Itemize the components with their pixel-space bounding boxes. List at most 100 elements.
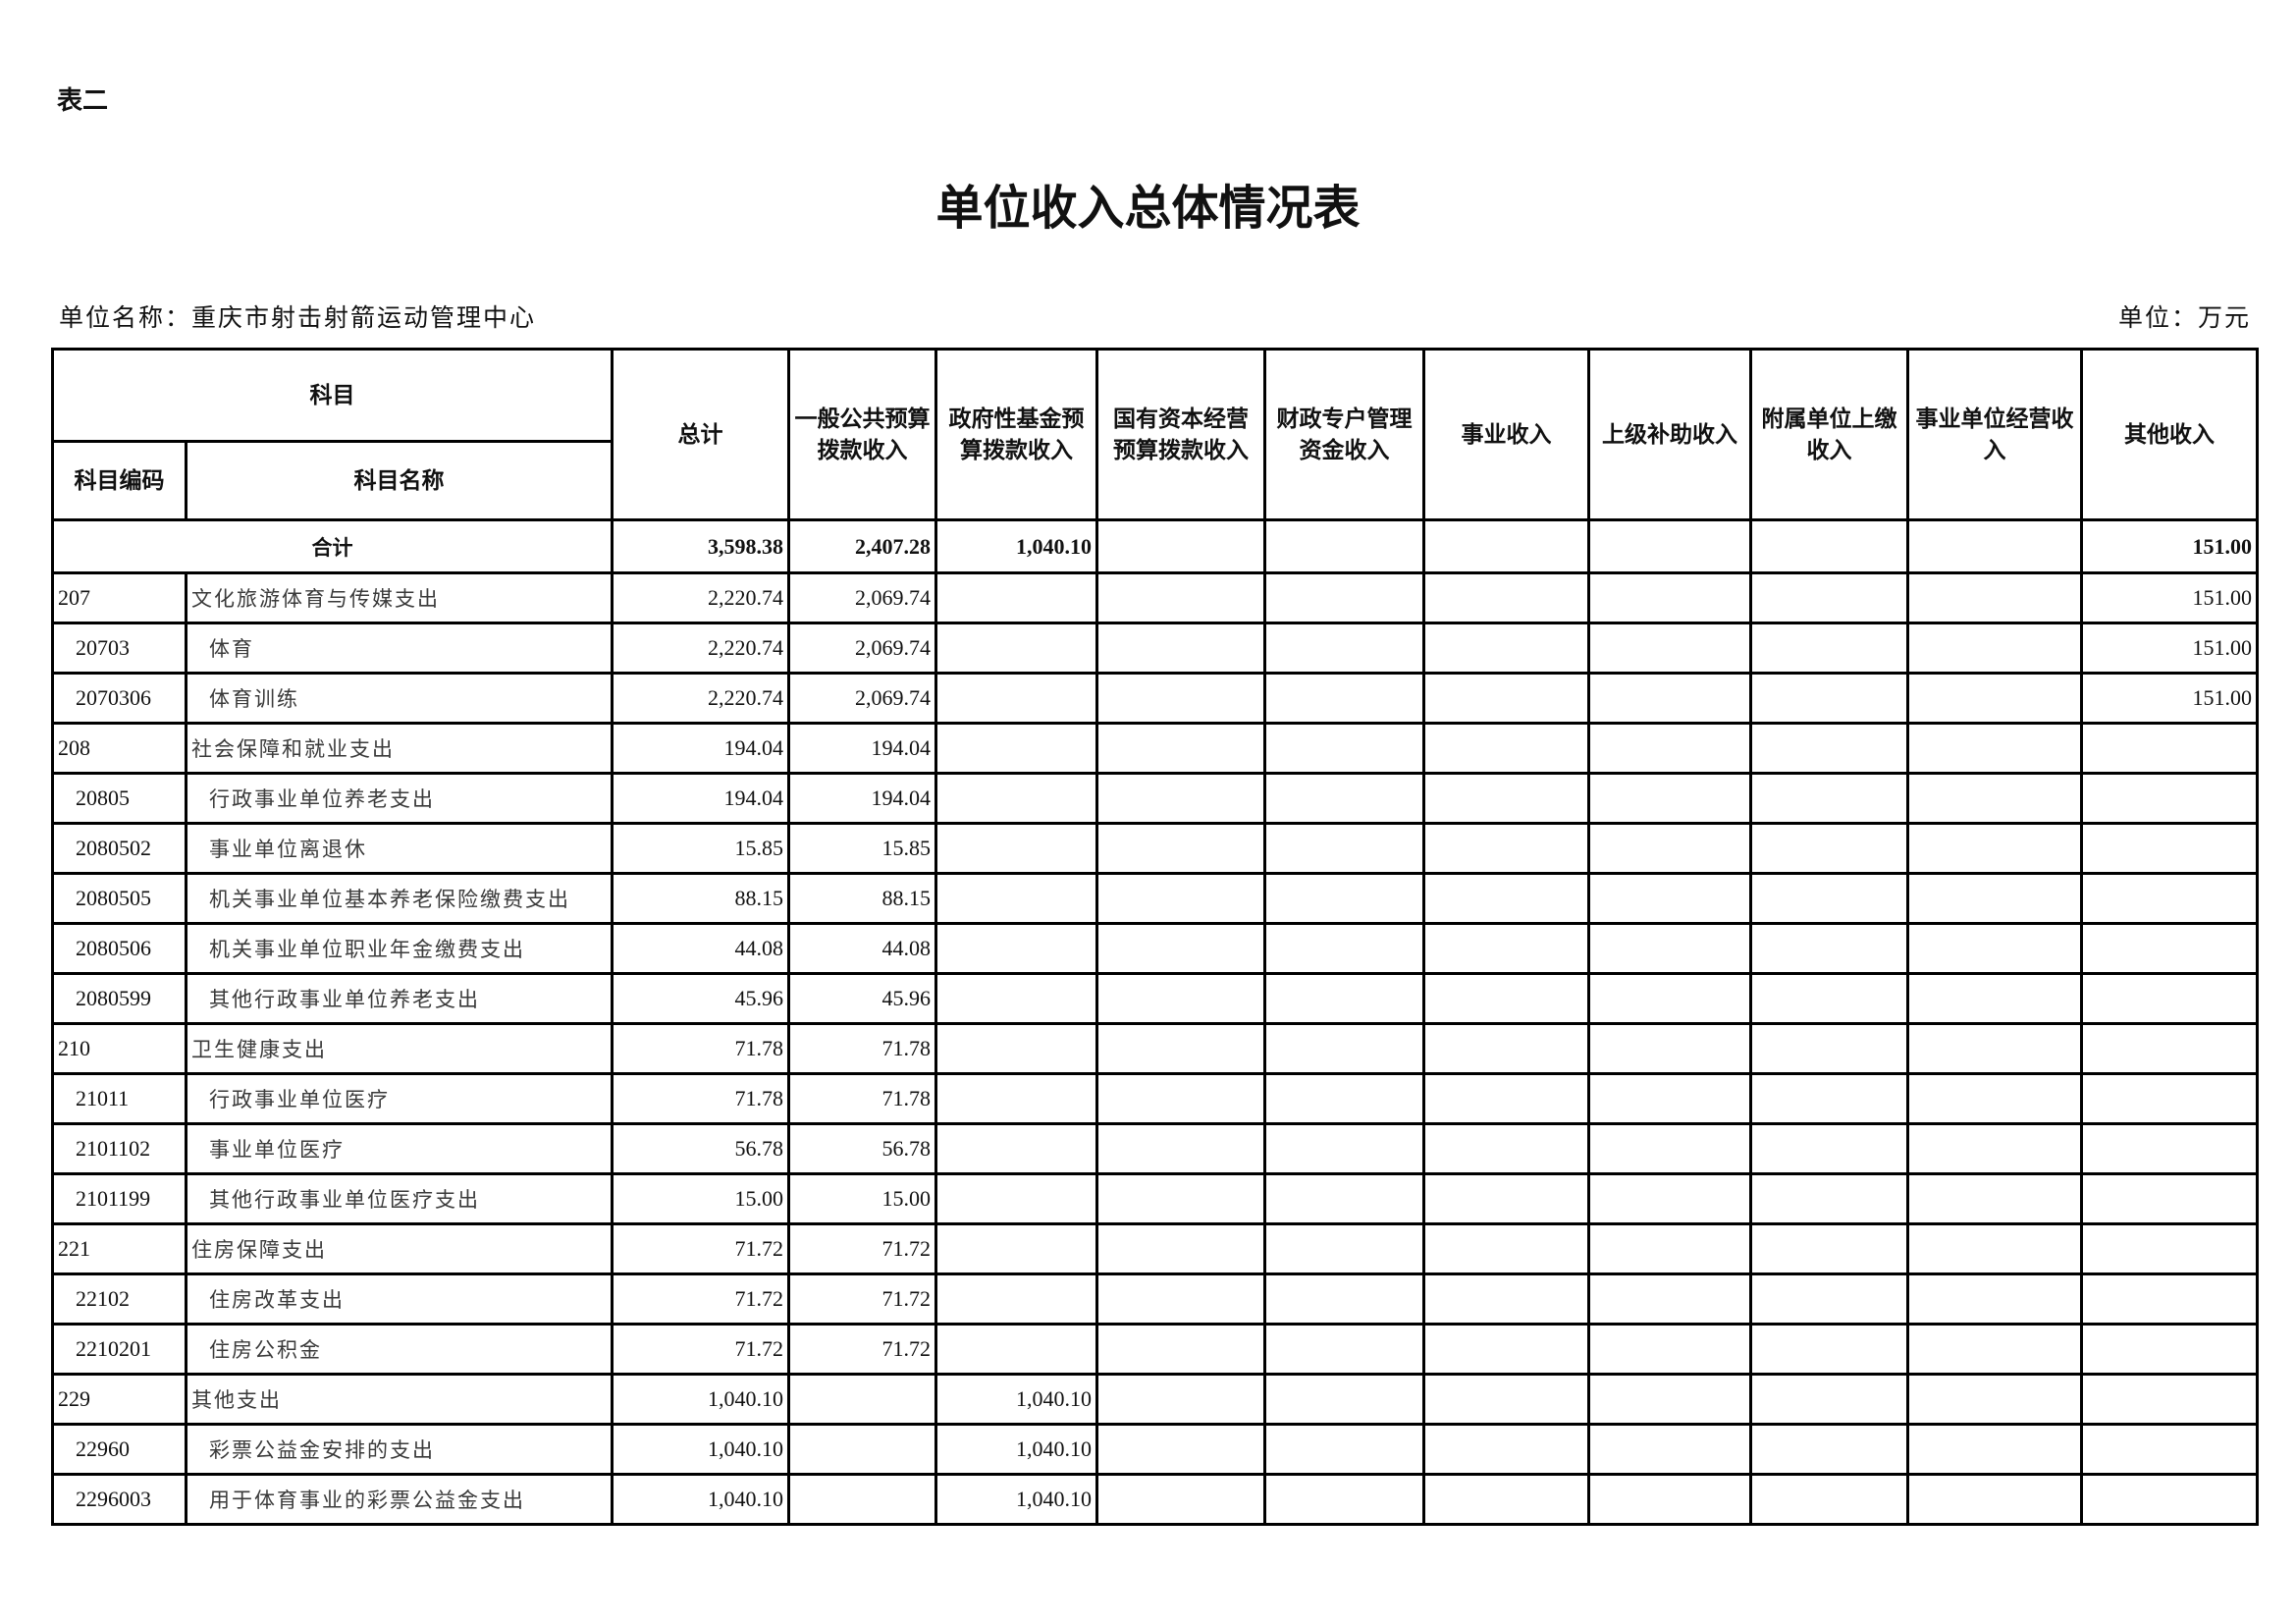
cell-value: 151.00 <box>2080 672 2259 725</box>
cell-value <box>1095 571 1266 624</box>
total-value <box>1749 518 1909 574</box>
cell-value <box>934 1022 1098 1075</box>
cell-value <box>1587 772 1752 825</box>
cell-value: 2,220.74 <box>611 672 790 725</box>
cell-value: 151.00 <box>2080 571 2259 624</box>
cell-value <box>1095 1122 1266 1175</box>
cell-value <box>1263 772 1425 825</box>
cell-value <box>1587 1072 1752 1125</box>
cell-value <box>1587 1222 1752 1275</box>
table-row: 2101199 其他行政事业单位医疗支出 15.00 15.00 <box>51 1172 2259 1225</box>
header-column: 国有资本经营预算拨款收入 <box>1095 348 1266 521</box>
cell-value <box>1749 672 1909 725</box>
cell-value <box>1263 1473 1425 1526</box>
cell-value: 71.72 <box>787 1272 937 1326</box>
cell-value: 15.85 <box>611 822 790 875</box>
table-row: 20805 行政事业单位养老支出 194.04 194.04 <box>51 772 2259 825</box>
cell-value <box>1422 622 1590 675</box>
cell-value <box>1095 622 1266 675</box>
total-value: 151.00 <box>2080 518 2259 574</box>
cell-value <box>934 622 1098 675</box>
cell-value <box>2080 972 2259 1025</box>
cell-value <box>934 872 1098 925</box>
subject-code: 2080599 <box>51 972 187 1025</box>
cell-value: 44.08 <box>611 922 790 975</box>
cell-value <box>1422 1122 1590 1175</box>
subject-name: 其他支出 <box>185 1373 614 1426</box>
table-row: 2296003 用于体育事业的彩票公益金支出 1,040.10 1,040.10 <box>51 1473 2259 1526</box>
cell-value <box>1906 1022 2083 1075</box>
table-row: 208 社会保障和就业支出 194.04 194.04 <box>51 722 2259 775</box>
cell-value <box>1587 1122 1752 1175</box>
cell-value: 151.00 <box>2080 622 2259 675</box>
cell-value: 71.78 <box>787 1072 937 1125</box>
cell-value <box>1263 722 1425 775</box>
cell-value <box>787 1473 937 1526</box>
subject-name: 住房改革支出 <box>185 1272 614 1326</box>
cell-value <box>2080 1272 2259 1326</box>
cell-value: 45.96 <box>611 972 790 1025</box>
cell-value <box>1095 1473 1266 1526</box>
cell-value <box>1263 1373 1425 1426</box>
cell-value <box>1906 1272 2083 1326</box>
cell-value <box>2080 1072 2259 1125</box>
cell-value <box>1263 1122 1425 1175</box>
cell-value: 194.04 <box>611 722 790 775</box>
cell-value <box>1587 622 1752 675</box>
cell-value <box>1263 872 1425 925</box>
subject-name: 体育训练 <box>185 672 614 725</box>
cell-value: 71.72 <box>611 1222 790 1275</box>
subject-name: 机关事业单位职业年金缴费支出 <box>185 922 614 975</box>
cell-value <box>1422 822 1590 875</box>
cell-value: 71.72 <box>787 1323 937 1376</box>
cell-value: 2,220.74 <box>611 622 790 675</box>
cell-value <box>1906 972 2083 1025</box>
cell-value <box>2080 1473 2259 1526</box>
table-row: 2080506 机关事业单位职业年金缴费支出 44.08 44.08 <box>51 922 2259 975</box>
subject-code: 229 <box>51 1373 187 1426</box>
cell-value <box>1263 622 1425 675</box>
cell-value <box>1263 1423 1425 1476</box>
cell-value: 194.04 <box>611 772 790 825</box>
header-code: 科目编码 <box>51 440 187 521</box>
cell-value: 71.72 <box>611 1272 790 1326</box>
cell-value <box>1263 1072 1425 1125</box>
cell-value <box>1587 972 1752 1025</box>
table-row: 2070306 体育训练 2,220.74 2,069.74 151.00 <box>51 672 2259 725</box>
table-row: 207 文化旅游体育与传媒支出 2,220.74 2,069.74 151.00 <box>51 571 2259 624</box>
cell-value <box>1749 1473 1909 1526</box>
cell-value <box>1095 972 1266 1025</box>
cell-value <box>1749 822 1909 875</box>
header-column: 其他收入 <box>2080 348 2259 521</box>
cell-value <box>1422 1473 1590 1526</box>
cell-value <box>2080 1122 2259 1175</box>
cell-value <box>1587 1022 1752 1075</box>
table-row: 229 其他支出 1,040.10 1,040.10 <box>51 1373 2259 1426</box>
subject-code: 2210201 <box>51 1323 187 1376</box>
cell-value <box>934 1272 1098 1326</box>
subject-code: 2101102 <box>51 1122 187 1175</box>
subject-name: 文化旅游体育与传媒支出 <box>185 571 614 624</box>
subject-code: 22960 <box>51 1423 187 1476</box>
cell-value <box>934 672 1098 725</box>
cell-value <box>1095 1222 1266 1275</box>
cell-value <box>1906 1122 2083 1175</box>
cell-value <box>1906 722 2083 775</box>
total-label: 合计 <box>51 518 614 574</box>
total-value: 1,040.10 <box>934 518 1098 574</box>
table-row: 221 住房保障支出 71.72 71.72 <box>51 1222 2259 1275</box>
subject-name: 事业单位离退休 <box>185 822 614 875</box>
cell-value <box>2080 922 2259 975</box>
cell-value <box>1906 672 2083 725</box>
cell-value <box>934 571 1098 624</box>
subject-name: 住房保障支出 <box>185 1222 614 1275</box>
total-value <box>1422 518 1590 574</box>
cell-value <box>1587 872 1752 925</box>
cell-value <box>1906 622 2083 675</box>
cell-value <box>1422 1072 1590 1125</box>
cell-value <box>1587 822 1752 875</box>
cell-value: 71.72 <box>787 1222 937 1275</box>
subject-code: 2296003 <box>51 1473 187 1526</box>
table-row: 2080505 机关事业单位基本养老保险缴费支出 88.15 88.15 <box>51 872 2259 925</box>
total-value <box>1906 518 2083 574</box>
